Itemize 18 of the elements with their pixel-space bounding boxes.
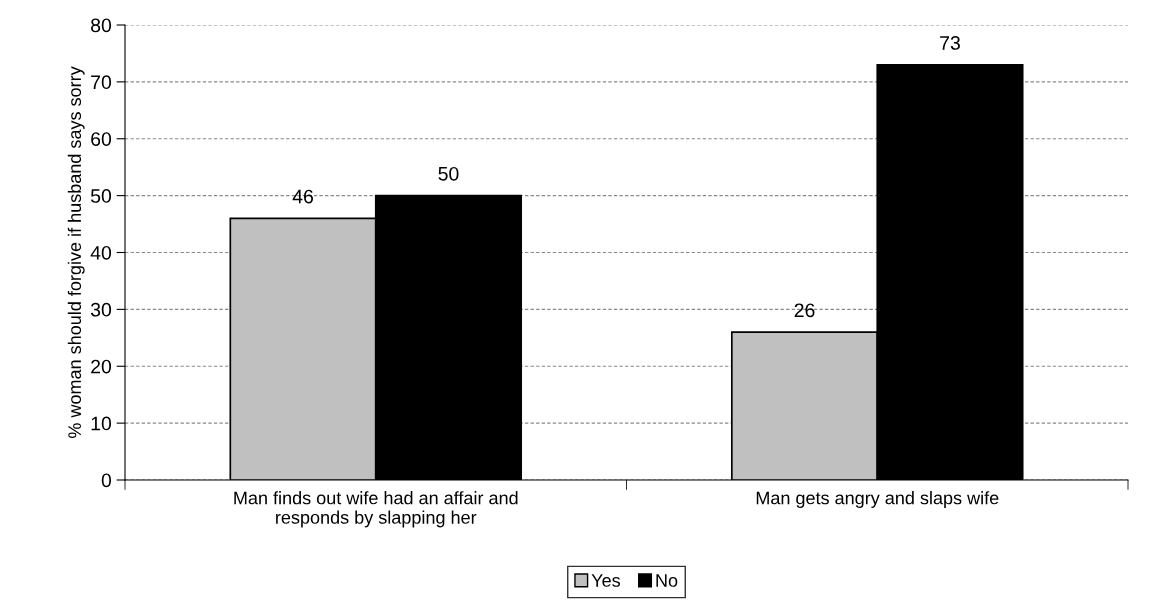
data-label: 50: [438, 166, 459, 181]
legend-label: Yes: [591, 574, 621, 587]
y-tick-label: 50: [90, 189, 112, 203]
data-label: 26: [794, 303, 815, 318]
y-tick-label: 70: [91, 75, 112, 90]
y-tick-label: 10: [91, 416, 112, 431]
y-tick-label: 20: [91, 359, 112, 374]
x-tick-label: Man gets angry and slaps wife: [756, 491, 999, 508]
legend-label: No: [656, 574, 678, 587]
data-label: 73: [940, 36, 960, 50]
x-tick-label: Man finds out wife had an affair and responds by slapping her: [234, 491, 518, 528]
y-tick-label: 0: [101, 473, 112, 488]
y-tick-label: 40: [90, 245, 112, 260]
y-axis-title: % woman should forgive if husband says sorry: [67, 66, 85, 439]
y-tick-label: 30: [90, 302, 112, 317]
y-tick-label: 80: [91, 18, 112, 33]
y-tick-label: 60: [91, 132, 112, 146]
data-label: 46: [292, 189, 313, 204]
